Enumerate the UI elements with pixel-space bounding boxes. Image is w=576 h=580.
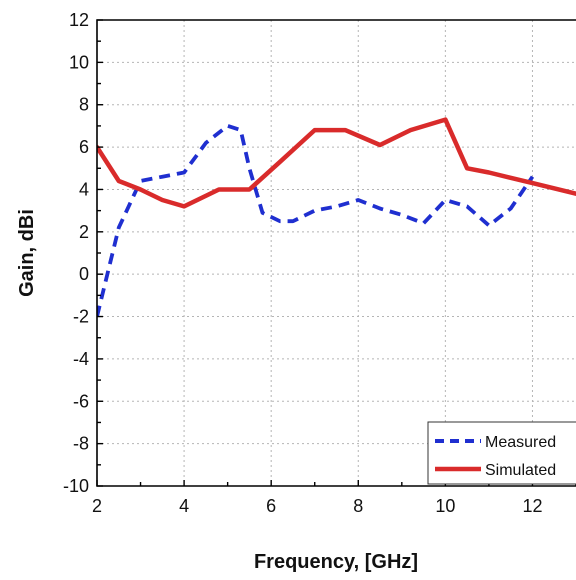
legend: Measured Simulated bbox=[427, 421, 576, 485]
x-tick-label: 12 bbox=[522, 496, 542, 516]
grid bbox=[97, 20, 576, 486]
series-line-measured bbox=[97, 124, 535, 317]
y-axis-title: Gain, dBi bbox=[16, 209, 38, 297]
x-tick-label: 10 bbox=[435, 496, 455, 516]
axis-frame bbox=[96, 19, 576, 487]
y-tick-label: -2 bbox=[73, 307, 89, 327]
x-tick-label: 8 bbox=[353, 496, 363, 516]
y-tick-label: -6 bbox=[73, 391, 89, 411]
y-tick-label: -4 bbox=[73, 349, 89, 369]
tick-labels: 2 4 6 8 10 12 -10 -8 -6 -4 -2 0 2 4 6 8 10 12 bbox=[63, 10, 542, 516]
series-group bbox=[97, 117, 576, 317]
y-tick-label: -10 bbox=[63, 476, 89, 496]
y-tick-label: 12 bbox=[69, 10, 89, 30]
legend-box bbox=[427, 421, 576, 485]
y-tick-label: 2 bbox=[79, 222, 89, 242]
legend-label-simulated: Simulated bbox=[485, 462, 556, 479]
y-tick-label: 8 bbox=[79, 95, 89, 115]
x-tick-label: 6 bbox=[266, 496, 276, 516]
series-line-simulated bbox=[97, 117, 576, 209]
y-tick-label: 4 bbox=[79, 179, 89, 199]
x-tick-label: 2 bbox=[92, 496, 102, 516]
x-axis-title: Frequency, [GHz] bbox=[254, 551, 418, 573]
y-tick-label: 10 bbox=[69, 52, 89, 72]
legend-label-measured: Measured bbox=[485, 434, 556, 451]
y-tick-label: 0 bbox=[79, 264, 89, 284]
y-tick-label: 6 bbox=[79, 137, 89, 157]
y-tick-label: -8 bbox=[73, 434, 89, 454]
axes bbox=[96, 19, 576, 487]
x-tick-label: 4 bbox=[179, 496, 189, 516]
